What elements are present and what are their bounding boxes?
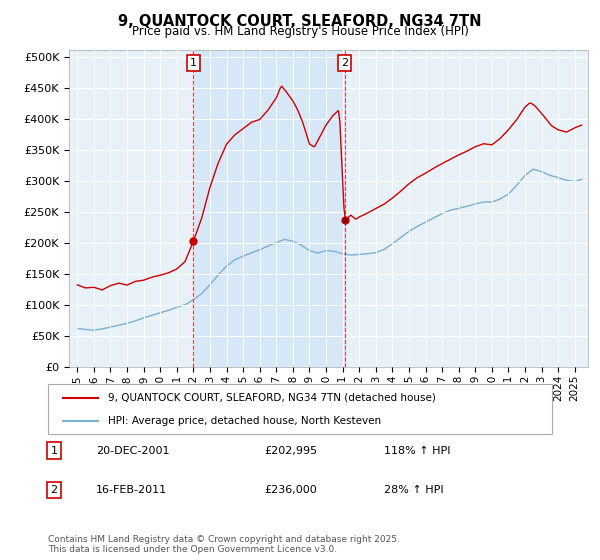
Text: Price paid vs. HM Land Registry's House Price Index (HPI): Price paid vs. HM Land Registry's House …	[131, 25, 469, 38]
Text: £236,000: £236,000	[264, 485, 317, 495]
Text: 2: 2	[341, 58, 348, 68]
Text: £202,995: £202,995	[264, 446, 317, 456]
Text: 118% ↑ HPI: 118% ↑ HPI	[384, 446, 451, 456]
Text: 9, QUANTOCK COURT, SLEAFORD, NG34 7TN: 9, QUANTOCK COURT, SLEAFORD, NG34 7TN	[118, 14, 482, 29]
Bar	[193, 50, 344, 367]
Text: HPI: Average price, detached house, North Kesteven: HPI: Average price, detached house, Nort…	[109, 417, 382, 426]
Text: 28% ↑ HPI: 28% ↑ HPI	[384, 485, 443, 495]
FancyBboxPatch shape	[48, 384, 552, 434]
Text: 1: 1	[50, 446, 58, 456]
Text: Contains HM Land Registry data © Crown copyright and database right 2025.
This d: Contains HM Land Registry data © Crown c…	[48, 535, 400, 554]
Text: 16-FEB-2011: 16-FEB-2011	[96, 485, 167, 495]
Text: 2: 2	[50, 485, 58, 495]
Text: 9, QUANTOCK COURT, SLEAFORD, NG34 7TN (detached house): 9, QUANTOCK COURT, SLEAFORD, NG34 7TN (d…	[109, 393, 436, 403]
Text: 20-DEC-2001: 20-DEC-2001	[96, 446, 170, 456]
Text: 1: 1	[190, 58, 197, 68]
